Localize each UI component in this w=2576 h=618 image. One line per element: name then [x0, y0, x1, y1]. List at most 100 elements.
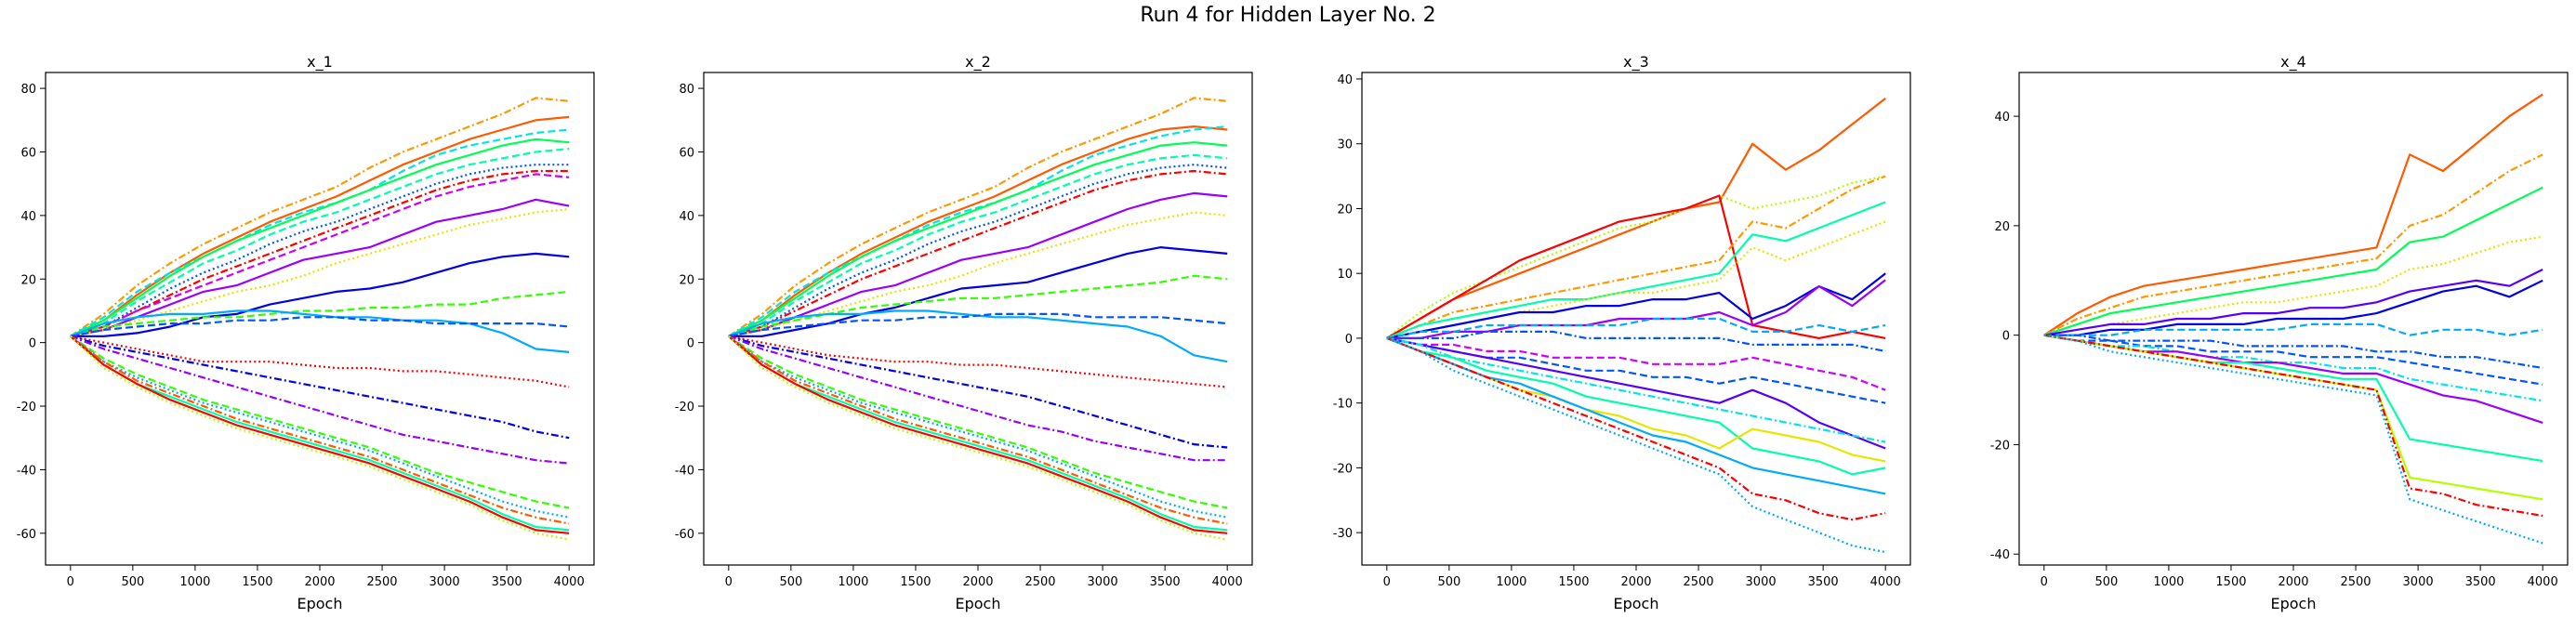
y-tick-label: 80	[679, 83, 694, 97]
series-line-4-8	[2043, 334, 2543, 370]
series-line-2-6	[728, 164, 1228, 337]
y-tick-label: 40	[679, 210, 694, 224]
series-line-2-15	[728, 335, 1228, 449]
series-line-4-3	[2043, 186, 2543, 336]
series-line-2-5	[728, 153, 1228, 337]
series-line-1-20	[70, 335, 570, 525]
series-line-3-3	[1386, 194, 1886, 339]
x-axis-label: Epoch	[1614, 595, 1659, 612]
series-line-2-10	[728, 246, 1228, 337]
series-line-3-7	[1386, 272, 1886, 339]
series-line-1-22	[70, 335, 570, 534]
series-line-2-8	[728, 191, 1228, 337]
y-tick-label: 0	[1345, 333, 1353, 347]
y-tick-label: -60	[675, 528, 694, 542]
x-tick-label: 2000	[304, 575, 335, 589]
x-tick-label: 4000	[2528, 575, 2558, 589]
series-line-4-9	[2043, 334, 2543, 386]
y-tick-label: 40	[1994, 111, 2010, 125]
series-line-1-13	[70, 309, 570, 353]
panel-title: x_2	[965, 53, 991, 72]
x-tick-label: 3000	[2403, 575, 2434, 589]
x-tick-label: 1000	[1496, 575, 1526, 589]
x-tick-label: 1000	[2153, 575, 2184, 589]
x-tick-label: 3000	[1088, 575, 1118, 589]
x-tick-label: 3500	[2465, 575, 2496, 589]
series-line-2-14	[728, 335, 1228, 388]
series-line-4-6	[2043, 279, 2543, 336]
series-line-2-7	[728, 169, 1228, 337]
x-tick-label: 3000	[429, 575, 460, 589]
series-line-4-5	[2043, 269, 2543, 336]
y-tick-label: 40	[1337, 73, 1353, 87]
series-line-1-11	[70, 252, 570, 337]
series-line-1-14	[70, 316, 570, 337]
x-tick-label: 500	[2094, 575, 2118, 589]
x-tick-label: 0	[1383, 575, 1391, 589]
panel-title: x_3	[1623, 53, 1649, 72]
x-tick-label: 3500	[1150, 575, 1181, 589]
series-line-2-21	[728, 335, 1228, 534]
series-line-1-12	[70, 290, 570, 337]
series-line-3-17	[1386, 336, 1886, 495]
x-tick-label: 2500	[2340, 575, 2371, 589]
series-line-2-16	[728, 335, 1228, 462]
series-line-3-14	[1386, 336, 1886, 443]
x-tick-label: 2000	[2278, 575, 2308, 589]
y-tick-label: 20	[1337, 203, 1353, 217]
x-axis-label: Epoch	[956, 595, 1001, 612]
series-line-3-4	[1386, 175, 1886, 339]
series-line-2-1	[728, 97, 1228, 337]
series-line-1-23	[70, 335, 570, 541]
y-tick-label: 20	[1994, 220, 2010, 234]
series-line-1-9	[70, 198, 570, 337]
x-tick-label: 500	[1437, 575, 1460, 589]
x-tick-label: 0	[67, 575, 74, 589]
series-line-3-18	[1386, 336, 1886, 521]
x-tick-label: 3500	[1808, 575, 1839, 589]
series-line-2-4	[728, 141, 1228, 337]
series-line-1-5	[70, 148, 570, 337]
x-tick-label: 2500	[1024, 575, 1055, 589]
x-tick-label: 500	[121, 575, 144, 589]
y-tick-label: -20	[1990, 439, 2010, 453]
x-tick-label: 1500	[900, 575, 931, 589]
x-tick-label: 3500	[492, 575, 522, 589]
x-tick-label: 3000	[1746, 575, 1777, 589]
x-axis-label: Epoch	[2271, 595, 2317, 612]
y-tick-label: -40	[1990, 548, 2010, 562]
x-tick-label: 4000	[1212, 575, 1243, 589]
y-tick-label: -60	[17, 528, 36, 542]
series-line-4-14	[2043, 334, 2543, 518]
x-tick-label: 2500	[366, 575, 397, 589]
y-tick-label: 0	[29, 337, 36, 351]
series-line-3-2	[1386, 175, 1886, 339]
series-line-2-2	[728, 125, 1228, 337]
series-line-1-17	[70, 335, 570, 465]
y-tick-label: -20	[17, 401, 36, 414]
y-tick-label: 20	[679, 273, 694, 287]
y-tick-label: -40	[675, 464, 694, 478]
panel-title: x_1	[307, 53, 333, 72]
series-line-3-10	[1386, 330, 1886, 352]
series-line-3-6	[1386, 220, 1886, 339]
series-line-2-20	[728, 335, 1228, 532]
series-line-3-8	[1386, 279, 1886, 339]
x-tick-label: 0	[725, 575, 733, 589]
series-line-1-4	[70, 138, 570, 337]
y-tick-label: 20	[20, 273, 36, 287]
y-tick-label: 0	[687, 337, 694, 351]
series-line-4-2	[2043, 153, 2543, 336]
series-line-2-17	[728, 335, 1228, 509]
series-line-1-21	[70, 335, 570, 532]
y-tick-label: 60	[20, 146, 36, 160]
series-line-1-18	[70, 335, 570, 509]
series-line-2-19	[728, 335, 1228, 525]
y-tick-label: 60	[679, 146, 694, 160]
series-line-1-3	[70, 128, 570, 337]
x-tick-label: 2500	[1683, 575, 1713, 589]
series-line-4-1	[2043, 93, 2543, 336]
series-line-1-7	[70, 169, 570, 337]
series-line-1-19	[70, 335, 570, 519]
chart-panel-4: 0 500 1000 1500 2000 2500 3000 3500 4000 -40 -20 0 2…	[1990, 53, 2569, 612]
